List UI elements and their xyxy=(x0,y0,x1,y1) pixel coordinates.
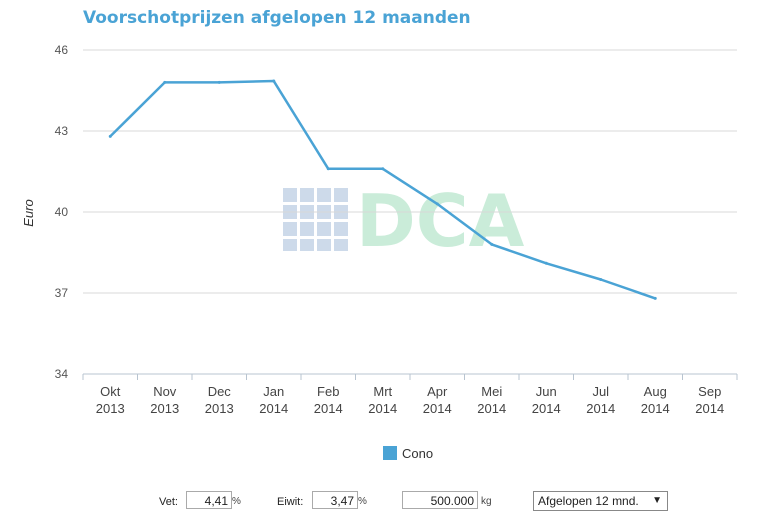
data-point xyxy=(163,80,167,84)
data-point xyxy=(544,261,548,265)
x-tick-label-month: Okt xyxy=(100,384,121,399)
x-tick-label-year: 2013 xyxy=(150,401,179,416)
x-tick-label-month: Dec xyxy=(208,384,232,399)
x-tick-label-year: 2014 xyxy=(586,401,615,416)
x-tick-label-year: 2014 xyxy=(314,401,343,416)
x-tick-label-year: 2014 xyxy=(477,401,506,416)
x-tick-label-month: Mei xyxy=(481,384,502,399)
period-selected-value: Afgelopen 12 mnd. xyxy=(538,494,639,508)
y-tick-label: 43 xyxy=(55,124,69,138)
x-tick-label-month: Aug xyxy=(644,384,667,399)
legend-swatch xyxy=(383,446,397,460)
x-tick-label-month: Feb xyxy=(317,384,339,399)
vet-input[interactable]: 4,41 xyxy=(186,491,232,509)
y-tick-label: 46 xyxy=(55,43,69,57)
y-axis-label: Euro xyxy=(21,199,36,226)
x-tick-label-year: 2014 xyxy=(641,401,670,416)
y-tick-label: 34 xyxy=(55,367,69,381)
kg-unit: kg xyxy=(481,496,492,507)
vet-unit: % xyxy=(232,496,241,507)
eiwit-input[interactable]: 3,47 xyxy=(312,491,358,509)
x-tick-label-month: Jul xyxy=(592,384,609,399)
data-point xyxy=(435,202,439,206)
data-point xyxy=(653,296,657,300)
eiwit-label: Eiwit: xyxy=(277,496,304,508)
data-point xyxy=(217,80,221,84)
data-point xyxy=(599,278,603,281)
x-tick-label-month: Sep xyxy=(698,384,721,399)
x-tick-label-month: Nov xyxy=(153,384,177,399)
chart-area: DCA 34 37 40 43 46 Okt 2013 Nov 2013 Dec 2013 Jan 2… xyxy=(21,43,738,461)
x-tick-label-month: Mrt xyxy=(373,384,392,399)
kg-input[interactable]: 500.000 xyxy=(402,491,478,509)
legend-label: Cono xyxy=(402,446,433,461)
watermark-text: DCA xyxy=(356,179,525,263)
watermark-logo: DCA xyxy=(283,179,525,263)
chart-title: Voorschotprijzen afgelopen 12 maanden xyxy=(83,8,471,28)
watermark-grid-icon xyxy=(283,188,348,251)
data-point xyxy=(272,79,276,83)
y-tick-label: 37 xyxy=(55,286,69,300)
x-tick-label-year: 2013 xyxy=(205,401,234,416)
x-tick-label-month: Jan xyxy=(263,384,284,399)
data-point xyxy=(108,134,112,138)
x-tick-label-year: 2014 xyxy=(423,401,452,416)
period-select[interactable]: Afgelopen 12 mnd. ▼ xyxy=(533,491,668,511)
x-tick-label-year: 2014 xyxy=(532,401,561,416)
data-point xyxy=(381,167,385,171)
x-tick-label-year: 2014 xyxy=(259,401,288,416)
y-tick-label: 40 xyxy=(55,205,69,219)
legend[interactable]: Cono xyxy=(383,446,433,461)
x-tick-label-year: 2013 xyxy=(96,401,125,416)
eiwit-unit: % xyxy=(358,496,367,507)
vet-label: Vet: xyxy=(159,496,178,508)
x-tick-label-year: 2014 xyxy=(368,401,397,416)
x-tick-label-year: 2014 xyxy=(695,401,724,416)
controls-bar: Vet: 4,41 % Eiwit: 3,47 % 500.000 kg Afg… xyxy=(0,490,761,516)
dropdown-arrow-icon: ▼ xyxy=(652,495,662,506)
x-tick-label-month: Jun xyxy=(536,384,557,399)
data-point xyxy=(326,167,330,171)
data-point xyxy=(490,242,494,246)
x-tick-label-month: Apr xyxy=(427,384,448,399)
